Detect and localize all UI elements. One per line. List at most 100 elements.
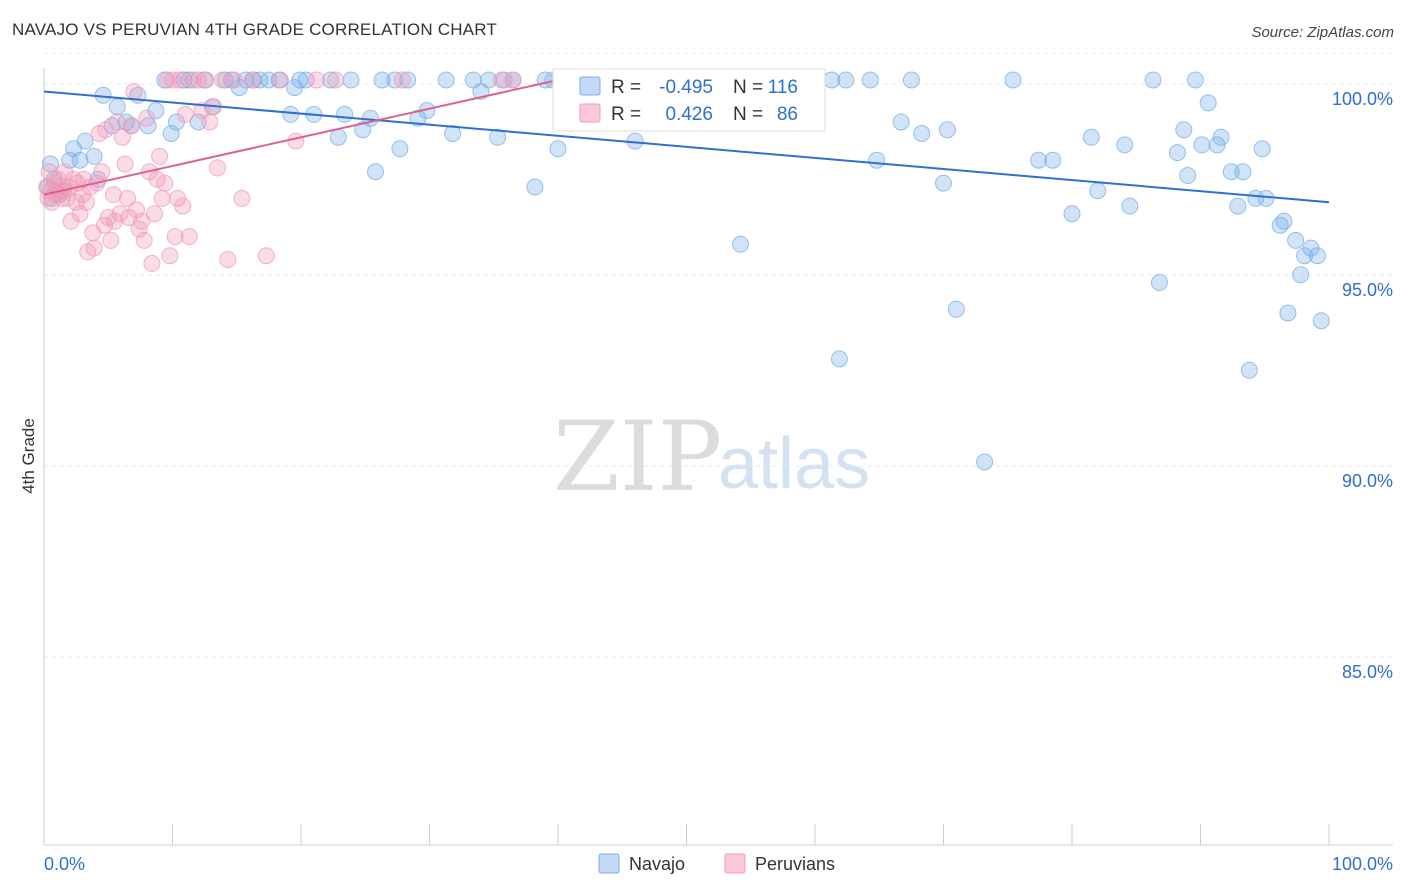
navajo-point bbox=[1222, 163, 1240, 181]
navajo-point bbox=[1275, 212, 1293, 230]
peruvians-point bbox=[219, 251, 237, 268]
navajo-point bbox=[1030, 151, 1048, 169]
peruvians-point bbox=[146, 205, 163, 223]
navajo-point bbox=[342, 71, 360, 89]
navajo-swatch bbox=[579, 76, 601, 96]
navajo-point bbox=[1168, 144, 1186, 162]
navajo-point bbox=[1175, 121, 1193, 139]
navajo-point bbox=[1253, 140, 1271, 158]
navajo-point bbox=[399, 71, 417, 89]
navajo-point bbox=[837, 71, 855, 89]
navajo-point bbox=[1292, 266, 1310, 284]
peruvians-point bbox=[122, 117, 140, 135]
navajo-point bbox=[1229, 197, 1247, 215]
peruvians-point bbox=[271, 71, 289, 89]
peruvians-point bbox=[102, 231, 120, 249]
peruvians-point bbox=[225, 71, 243, 89]
chart-title: NAVAJO VS PERUVIAN 4TH GRADE CORRELATION… bbox=[12, 20, 497, 39]
navajo-r-label: R = bbox=[611, 77, 641, 98]
navajo-point bbox=[329, 128, 347, 146]
navajo-point bbox=[868, 151, 886, 169]
navajo-point bbox=[391, 140, 409, 158]
watermark-zip: ZIP bbox=[553, 401, 722, 513]
x-tick-label-min: 0.0% bbox=[44, 854, 85, 874]
peruvians-point bbox=[201, 113, 219, 131]
peruvians-n-value: 86 bbox=[777, 104, 798, 125]
y-tick-label: 100.0% bbox=[1332, 89, 1393, 109]
navajo-point bbox=[85, 147, 103, 165]
navajo-point bbox=[108, 98, 126, 116]
navajo-point bbox=[1116, 136, 1134, 154]
peruvians-point bbox=[133, 212, 151, 230]
peruvians-n-label: N = bbox=[733, 104, 763, 125]
peruvians-point bbox=[116, 155, 134, 173]
navajo-point bbox=[1287, 231, 1305, 249]
navajo-trend-line bbox=[43, 90, 1330, 204]
navajo-r-value: -0.495 bbox=[659, 77, 713, 98]
y-tick-label: 90.0% bbox=[1342, 471, 1393, 491]
navajo-n-value: 116 bbox=[768, 77, 798, 98]
navajo-point bbox=[180, 71, 198, 89]
navajo-point bbox=[1199, 94, 1217, 112]
navajo-point bbox=[1212, 128, 1230, 146]
stats-legend: R = -0.495 N = 116 R = 0.426 N = 86 bbox=[552, 68, 826, 132]
navajo-point bbox=[938, 121, 956, 139]
peruvians-point bbox=[153, 189, 171, 207]
navajo-point bbox=[71, 151, 89, 169]
navajo-point bbox=[830, 350, 848, 368]
source-credit: Source: ZipAtlas.com bbox=[1251, 24, 1394, 41]
navajo-n-label: N = bbox=[733, 77, 763, 98]
peruvians-point bbox=[171, 71, 189, 89]
navajo-point bbox=[336, 105, 354, 123]
x-tick-label-max: 100.0% bbox=[1332, 854, 1393, 874]
peruvians-point bbox=[111, 205, 129, 223]
peruvians-point bbox=[174, 197, 192, 215]
peruvians-point bbox=[180, 228, 198, 246]
navajo-point bbox=[489, 128, 507, 146]
series-legend: Navajo Peruvians bbox=[598, 853, 835, 874]
navajo-point bbox=[1004, 71, 1022, 89]
peruvians-point bbox=[176, 105, 194, 123]
navajo-point bbox=[367, 163, 384, 181]
peruvians-point bbox=[307, 71, 325, 89]
trend-lines bbox=[43, 79, 1330, 204]
navajo-point bbox=[480, 71, 498, 89]
peruvians-point bbox=[243, 71, 261, 89]
peruvians-point bbox=[184, 71, 202, 89]
y-tick-label: 85.0% bbox=[1342, 662, 1393, 682]
navajo-point bbox=[1089, 182, 1107, 200]
navajo-point bbox=[861, 71, 879, 89]
peruvians-point bbox=[108, 113, 126, 131]
navajo-point bbox=[1240, 361, 1258, 379]
navajo-point bbox=[1234, 163, 1252, 181]
navajo-point bbox=[1257, 189, 1275, 207]
peruvians-point bbox=[77, 193, 95, 211]
navajo-point bbox=[189, 113, 207, 131]
peruvians-point bbox=[327, 71, 345, 89]
navajo-point bbox=[549, 140, 567, 158]
navajo-point bbox=[1247, 189, 1265, 207]
grid-lines bbox=[44, 52, 1393, 658]
x-axis-ticks bbox=[43, 824, 1330, 845]
navajo-point bbox=[947, 300, 965, 318]
peruvians-point bbox=[151, 147, 169, 165]
y-tick-labels: 100.0% 95.0% 90.0% 85.0% bbox=[1332, 89, 1393, 682]
navajo-point bbox=[892, 113, 910, 131]
peruvians-point bbox=[143, 254, 161, 272]
peruvians-point bbox=[394, 71, 411, 89]
navajo-point bbox=[1186, 71, 1204, 89]
peruvians-point bbox=[119, 189, 136, 207]
peruvians-point bbox=[257, 247, 275, 265]
legend-peruvians-swatch bbox=[724, 853, 746, 874]
peruvians-point bbox=[233, 189, 251, 207]
legend-peruvians-label: Peruvians bbox=[755, 854, 835, 874]
peruvians-point bbox=[148, 170, 166, 188]
peruvians-trend-line bbox=[43, 79, 559, 196]
peruvians-point bbox=[158, 71, 176, 89]
navajo-point bbox=[1208, 136, 1226, 154]
navajo-point bbox=[322, 71, 340, 89]
navajo-point bbox=[1150, 274, 1168, 291]
navajo-point bbox=[1308, 247, 1326, 265]
navajo-point bbox=[1082, 128, 1100, 146]
